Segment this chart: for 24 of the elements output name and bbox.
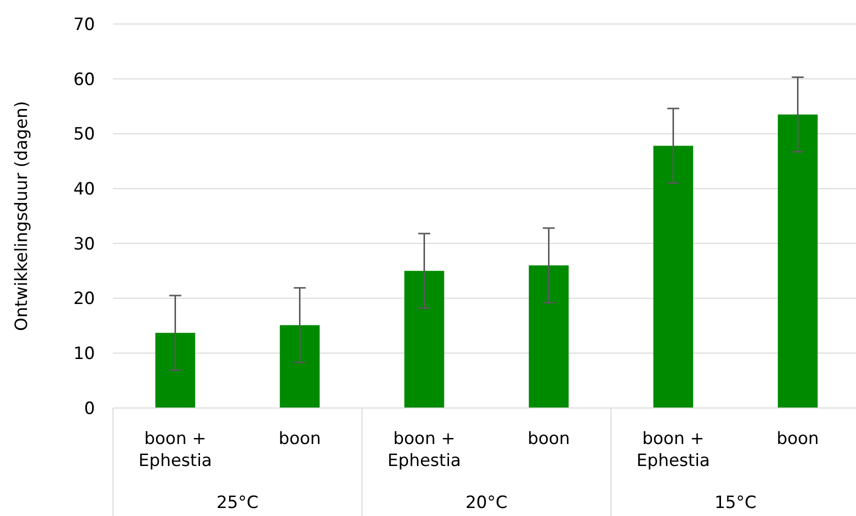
y-tick-label: 20: [73, 289, 95, 310]
bar: [778, 114, 818, 408]
text: 20°C: [465, 493, 508, 513]
y-tick-label: 70: [73, 14, 95, 35]
y-tick-label: 50: [73, 124, 95, 145]
y-tick-label: 60: [73, 70, 95, 90]
y-tick-label: 0: [84, 398, 95, 419]
text: 25°C: [216, 493, 259, 513]
x-tick-label: boon: [528, 429, 570, 449]
bar: [528, 265, 569, 408]
bar: [404, 270, 444, 408]
x-tick-label: boon + Ephestia: [636, 429, 710, 471]
bar: [653, 146, 694, 408]
y-tick-label: 10: [73, 344, 95, 364]
bar: [155, 332, 196, 408]
text: 15°C: [714, 493, 757, 513]
bar: [280, 325, 320, 408]
x-tick-label: boon + Ephestia: [138, 429, 212, 471]
x-tick-label: boon: [278, 429, 321, 449]
y-tick-label: 30: [73, 234, 95, 254]
x-tick-label: boon: [776, 429, 819, 449]
y-tick-label: 40: [73, 180, 95, 200]
y-axis-title: Ontwikkelingsduur (dagen): [12, 100, 32, 332]
x-tick-label: boon + Ephestia: [388, 429, 461, 471]
